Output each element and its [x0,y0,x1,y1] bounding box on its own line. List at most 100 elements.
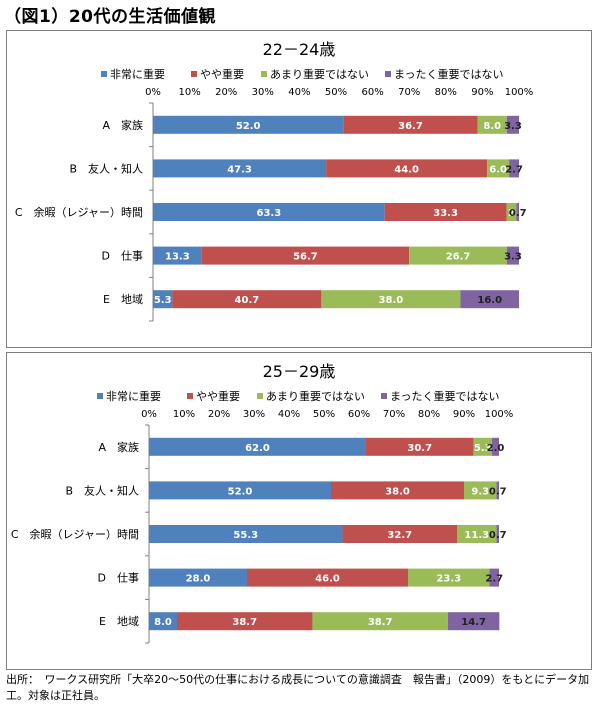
chart-2-category-label-0: A 家族 [98,440,139,454]
chart-2-data-label-0-0: 62.0 [245,443,270,454]
chart-1-bar-3-2 [409,246,507,265]
chart-2-data-label-1-0: 52.0 [228,486,253,497]
chart-1-xtick-1: 10% [178,87,200,98]
chart-2-legend-swatch-0 [97,393,103,399]
chart-2-data-label-4-0: 8.0 [154,617,172,628]
chart-1-xtick-7: 70% [398,87,420,98]
chart-1-xtick-4: 40% [288,87,310,98]
chart-1-xtick-3: 30% [252,87,274,98]
chart-2-data-label-4-3: 14.7 [461,617,486,628]
chart-2-legend-swatch-1 [187,393,193,399]
chart-1-legend-swatch-1 [191,71,197,77]
chart-2-category-label-3: D 仕事 [98,572,139,585]
chart-1-bar-4-2 [321,290,461,309]
chart-2-xtick-8: 80% [418,409,440,420]
chart-2-xtick-10: 100% [485,409,514,420]
chart-1-data-label-1-1: 44.0 [394,164,419,175]
chart-1-category-label-1: B 友人・知人 [69,161,143,175]
chart-1-bar-4-3 [460,290,519,309]
chart-2-xtick-7: 70% [383,409,405,420]
chart-1-data-label-2-2: 2 [508,208,515,219]
chart-1-title: 22－24歳 [263,40,336,59]
chart-2-bar-4-0 [149,612,177,631]
chart-1-data-label-1-3: 2.7 [505,164,523,175]
chart-1-bar-3-3 [506,246,519,265]
chart-2-category-label-4: E 地域 [99,615,139,628]
chart-2-category-label-1: B 友人・知人 [65,483,139,497]
chart-2-bar-3-1 [247,568,408,587]
chart-1-data-label-0-2: 8.0 [483,121,501,132]
chart-2-xtick-4: 40% [278,409,300,420]
chart-2-data-label-4-2: 38.7 [368,617,393,628]
chart-2-bar-3-0 [149,568,247,587]
chart-2-data-label-2-1: 32.7 [387,530,412,541]
chart-1-bar-0-2 [477,115,507,134]
chart-1-data-label-1-2: 6.0 [489,164,507,175]
chart-2-data-label-2-3: 0.7 [489,530,507,541]
chart-2-data-label-3-0: 28.0 [186,574,211,585]
chart-1-legend-label-0: 非常に重要 [110,67,165,81]
chart-2-bar-3-2 [408,568,490,587]
chart-2-bar-1-2 [464,481,497,500]
chart-1-xtick-2: 20% [215,87,237,98]
chart-1-data-label-3-2: 26.7 [446,252,471,263]
chart-2-data-label-2-0: 55.3 [233,530,258,541]
chart-2-legend-label-2: あまり重要ではない [266,389,365,403]
chart-1-legend-swatch-0 [101,71,107,77]
chart-1-legend-swatch-3 [385,71,391,77]
chart-2-xtick-1: 10% [173,409,195,420]
chart-1-bar-0-3 [506,115,519,134]
chart-1-data-label-4-3: 16.0 [477,295,502,306]
chart-2-xtick-3: 30% [243,409,265,420]
chart-panel-22-24: 22－24歳 非常に重要 やや重要 あまり重要ではない まったく重要ではない 0% 10% 2… [6,30,592,348]
chart-1-bar-1-3 [509,159,519,178]
chart-2-xtick-9: 90% [453,409,475,420]
chart-2-data-label-3-1: 46.0 [315,574,340,585]
chart-panel-25-29: 25－29歳 非常に重要 やや重要 あまり重要ではない まったく重要ではない 0% 10% 2… [6,352,592,670]
chart-1-legend-label-3: まったく重要ではない [394,67,504,81]
chart-1-bar-1-2 [487,159,510,178]
chart-2-bar-3-3 [489,568,499,587]
chart-2-bar-0-0 [149,437,366,456]
chart-1-data-label-2-0: 63.3 [256,208,281,219]
chart-1-bar-0-0 [153,115,344,134]
chart-2-legend-swatch-3 [381,393,387,399]
chart-2-data-label-4-1: 38.7 [232,617,257,628]
chart-1-legend-swatch-2 [261,71,267,77]
chart-2-title: 25－29歳 [263,362,336,381]
figure-title: （図1）20代の生活価値観 [4,7,216,27]
chart-2-bar-4-1 [177,612,313,631]
chart-2-data-label-0-3: 2.0 [487,443,505,454]
chart-2-xtick-5: 50% [313,409,335,420]
chart-1-data-label-4-1: 40.7 [235,295,260,306]
chart-1-data-label-3-3: 3.3 [504,252,522,263]
chart-1-bar-4-1 [172,290,322,309]
chart-1-data-label-2-3: 0.7 [509,208,527,219]
chart-1-data-label-4-0: 5.3 [154,295,172,306]
chart-2-legend-label-3: まったく重要ではない [390,389,500,403]
chart-2-bar-2-2 [457,525,497,543]
chart-1-data-label-0-1: 36.7 [398,121,423,132]
chart-2-xtick-2: 20% [208,409,230,420]
chart-1-xtick-5: 50% [325,87,347,98]
chart-1-legend-label-2: あまり重要ではない [270,67,369,81]
chart-1-xtick-6: 60% [361,87,383,98]
chart-1-data-label-0-0: 52.0 [236,121,261,132]
chart-2-bar-1-1 [331,481,464,500]
chart-2-data-label-0-1: 30.7 [407,443,432,454]
chart-2-bar-4-2 [312,612,448,631]
chart-2-bar-2-0 [149,525,343,543]
chart-2-bar-0-3 [492,437,499,456]
chart-2-bar-0-1 [366,437,474,456]
chart-1-bar-2-2 [506,203,517,221]
chart-2-data-label-3-2: 23.3 [436,574,461,585]
chart-1-bar-1-0 [153,159,327,178]
chart-2-data-label-2-2: 11.3 [464,530,489,541]
chart-1-category-label-3: D 仕事 [102,250,143,263]
chart-2-data-label-1-2: 9.3 [471,486,489,497]
chart-1-bar-2-1 [384,203,507,221]
chart-2-xtick-0: 0% [141,409,157,420]
chart-2-bar-1-3 [496,481,499,500]
